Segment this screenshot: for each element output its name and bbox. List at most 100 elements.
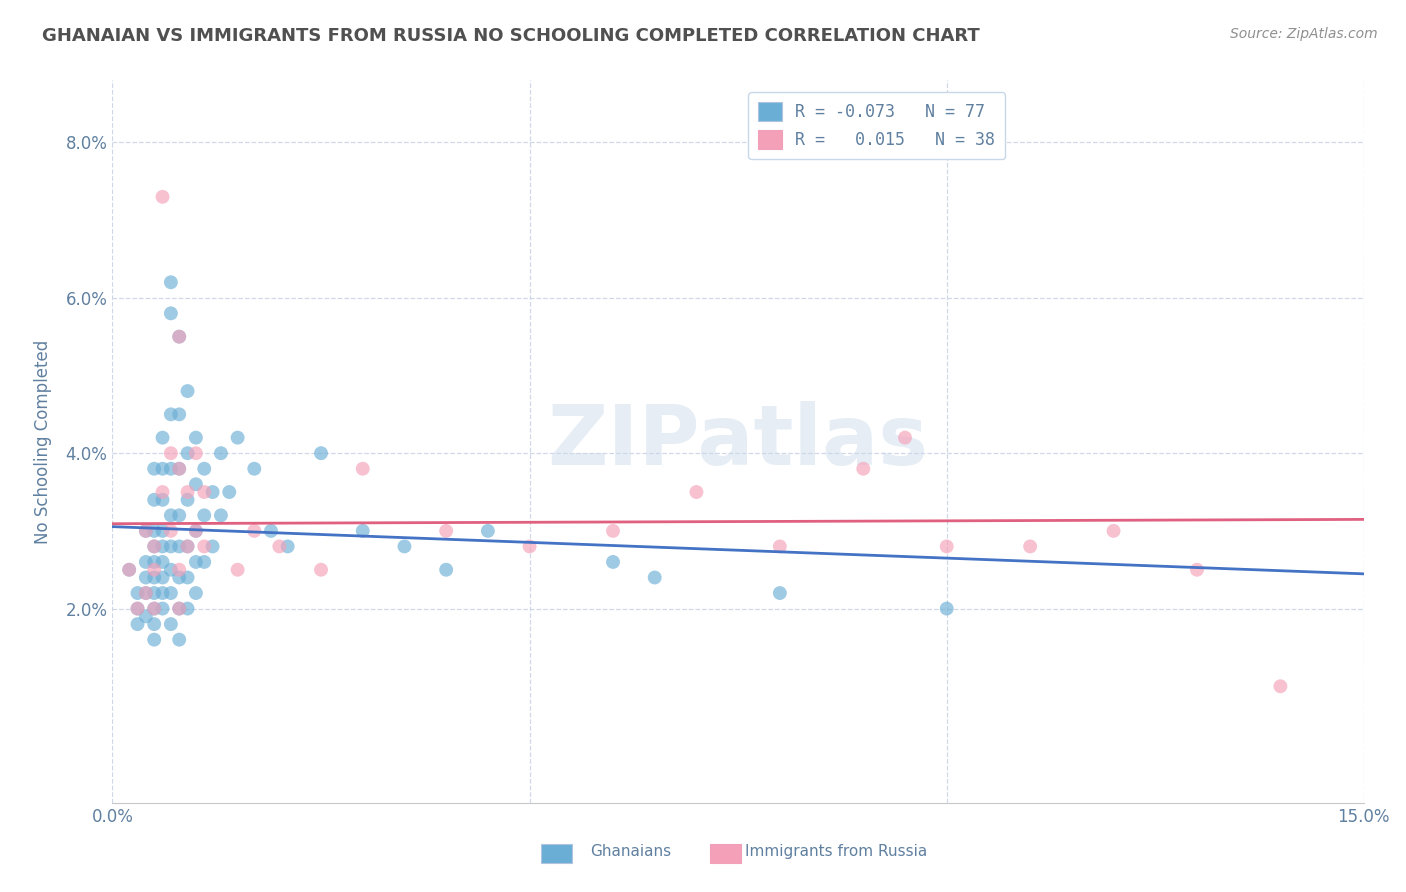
Text: ZIPatlas: ZIPatlas xyxy=(548,401,928,482)
Point xyxy=(184,431,207,445)
Point xyxy=(894,431,917,445)
Point xyxy=(127,617,149,632)
Point xyxy=(167,461,190,475)
Point xyxy=(143,492,166,507)
Point xyxy=(167,329,190,343)
Point xyxy=(160,586,183,600)
Point xyxy=(135,586,157,600)
Point xyxy=(434,563,457,577)
Point xyxy=(152,492,174,507)
Point xyxy=(143,570,166,584)
Point xyxy=(167,461,190,475)
Point xyxy=(226,563,249,577)
Point xyxy=(143,563,166,577)
Point xyxy=(176,492,198,507)
Point xyxy=(127,601,149,615)
Point xyxy=(152,601,174,615)
Point xyxy=(135,586,157,600)
Point xyxy=(184,446,207,460)
Point xyxy=(685,485,707,500)
Point xyxy=(152,461,174,475)
Point xyxy=(176,540,198,554)
Point xyxy=(201,485,224,500)
Point xyxy=(269,540,291,554)
Point xyxy=(184,477,207,491)
Point xyxy=(218,485,240,500)
Point xyxy=(135,609,157,624)
Point xyxy=(143,601,166,615)
Point xyxy=(152,190,174,204)
Point xyxy=(127,601,149,615)
Point xyxy=(226,431,249,445)
Point xyxy=(602,555,624,569)
Point xyxy=(135,570,157,584)
Point xyxy=(1270,679,1292,693)
Point xyxy=(167,540,190,554)
Point xyxy=(201,540,224,554)
Point xyxy=(769,540,792,554)
Point xyxy=(193,485,215,500)
Point xyxy=(160,563,183,577)
Text: Ghanaians: Ghanaians xyxy=(591,845,672,859)
Point xyxy=(176,384,198,398)
Point xyxy=(160,524,183,538)
Point xyxy=(143,601,166,615)
Y-axis label: No Schooling Completed: No Schooling Completed xyxy=(34,340,52,543)
Point xyxy=(1185,563,1208,577)
Point xyxy=(143,586,166,600)
Point xyxy=(152,570,174,584)
Point xyxy=(143,540,166,554)
Point xyxy=(135,524,157,538)
Point xyxy=(193,508,215,523)
Point xyxy=(352,461,374,475)
Point xyxy=(135,555,157,569)
Point xyxy=(769,586,792,600)
Point xyxy=(143,524,166,538)
Point xyxy=(176,601,198,615)
Point xyxy=(118,563,141,577)
Point xyxy=(852,461,875,475)
Point xyxy=(935,540,957,554)
Point xyxy=(160,508,183,523)
Point xyxy=(193,461,215,475)
Point xyxy=(184,555,207,569)
Point xyxy=(143,632,166,647)
Point xyxy=(277,540,299,554)
Text: Source: ZipAtlas.com: Source: ZipAtlas.com xyxy=(1230,27,1378,41)
Point xyxy=(209,508,232,523)
Point xyxy=(167,570,190,584)
Point xyxy=(260,524,283,538)
Point xyxy=(176,485,198,500)
Text: GHANAIAN VS IMMIGRANTS FROM RUSSIA NO SCHOOLING COMPLETED CORRELATION CHART: GHANAIAN VS IMMIGRANTS FROM RUSSIA NO SC… xyxy=(42,27,980,45)
Point xyxy=(209,446,232,460)
Point xyxy=(394,540,416,554)
Point xyxy=(243,461,266,475)
Point xyxy=(118,563,141,577)
Point xyxy=(184,524,207,538)
Point xyxy=(193,555,215,569)
Point xyxy=(602,524,624,538)
Point xyxy=(160,275,183,289)
Point xyxy=(143,617,166,632)
Point xyxy=(135,524,157,538)
Point xyxy=(193,540,215,554)
Point xyxy=(309,446,332,460)
Point xyxy=(167,601,190,615)
Text: Immigrants from Russia: Immigrants from Russia xyxy=(745,845,928,859)
Point xyxy=(143,555,166,569)
Point xyxy=(434,524,457,538)
Point xyxy=(167,632,190,647)
Point xyxy=(160,408,183,422)
Point xyxy=(167,408,190,422)
Point xyxy=(160,461,183,475)
Point xyxy=(167,563,190,577)
Point xyxy=(152,485,174,500)
Point xyxy=(167,329,190,343)
Point xyxy=(243,524,266,538)
Point xyxy=(167,601,190,615)
Point xyxy=(160,446,183,460)
Point xyxy=(352,524,374,538)
Point xyxy=(167,508,190,523)
Point xyxy=(143,540,166,554)
Point xyxy=(160,617,183,632)
